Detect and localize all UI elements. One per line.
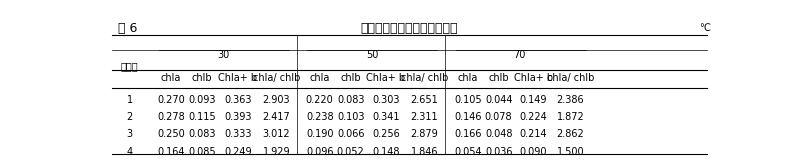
- Text: Chla+ b: Chla+ b: [218, 73, 257, 83]
- Text: chla: chla: [161, 73, 181, 83]
- Text: 0.096: 0.096: [306, 147, 333, 157]
- Text: 0.083: 0.083: [337, 95, 364, 105]
- Text: 4: 4: [126, 147, 133, 157]
- Text: 3: 3: [126, 129, 133, 139]
- Text: 0.103: 0.103: [337, 112, 364, 122]
- Text: chla/ chlb: chla/ chlb: [400, 73, 448, 83]
- Text: 0.083: 0.083: [189, 129, 216, 139]
- Text: 0.220: 0.220: [306, 95, 333, 105]
- Text: 0.250: 0.250: [157, 129, 185, 139]
- Text: ℃: ℃: [699, 23, 710, 33]
- Text: 1.929: 1.929: [263, 147, 290, 157]
- Text: 0.146: 0.146: [454, 112, 482, 122]
- Text: 0.066: 0.066: [337, 129, 364, 139]
- Text: 0.149: 0.149: [519, 95, 547, 105]
- Text: Chla+ b: Chla+ b: [367, 73, 406, 83]
- Text: 0.224: 0.224: [519, 112, 547, 122]
- Text: 1.872: 1.872: [557, 112, 584, 122]
- Text: 0.052: 0.052: [337, 147, 364, 157]
- Text: 0.333: 0.333: [225, 129, 252, 139]
- Text: 0.093: 0.093: [189, 95, 216, 105]
- Text: 0.190: 0.190: [306, 129, 333, 139]
- Text: 1.846: 1.846: [411, 147, 438, 157]
- Text: 0.166: 0.166: [454, 129, 482, 139]
- Text: 0.044: 0.044: [485, 95, 512, 105]
- Text: 0.115: 0.115: [189, 112, 216, 122]
- Text: Chla+ b: Chla+ b: [514, 73, 553, 83]
- Text: 0.085: 0.085: [189, 147, 216, 157]
- Text: 0.238: 0.238: [306, 112, 333, 122]
- Text: chla/ chlb: chla/ chlb: [252, 73, 300, 83]
- Text: 0.148: 0.148: [372, 147, 400, 157]
- Text: 0.048: 0.048: [485, 129, 512, 139]
- Text: 0.256: 0.256: [372, 129, 400, 139]
- Text: 0.270: 0.270: [157, 95, 185, 105]
- Text: 3.012: 3.012: [263, 129, 290, 139]
- Text: 70: 70: [513, 50, 525, 60]
- Text: chla/ chlb: chla/ chlb: [547, 73, 594, 83]
- Text: 2.879: 2.879: [411, 129, 438, 139]
- Text: 1: 1: [126, 95, 133, 105]
- Text: 0.249: 0.249: [225, 147, 252, 157]
- Text: 2.903: 2.903: [263, 95, 290, 105]
- Text: chla: chla: [309, 73, 330, 83]
- Text: 0.036: 0.036: [485, 147, 512, 157]
- Text: 0.105: 0.105: [454, 95, 482, 105]
- Text: chlb: chlb: [488, 73, 509, 83]
- Text: 2.417: 2.417: [263, 112, 290, 122]
- Text: 0.090: 0.090: [519, 147, 547, 157]
- Text: 30: 30: [217, 50, 230, 60]
- Text: 2.862: 2.862: [557, 129, 584, 139]
- Text: 表 6: 表 6: [118, 22, 137, 35]
- Text: chlb: chlb: [340, 73, 361, 83]
- Text: 0.393: 0.393: [225, 112, 252, 122]
- Text: 2.311: 2.311: [411, 112, 438, 122]
- Text: 0.164: 0.164: [157, 147, 185, 157]
- Text: 不同提取方法的热稳定性比较: 不同提取方法的热稳定性比较: [360, 22, 459, 35]
- Text: 0.341: 0.341: [372, 112, 400, 122]
- Text: 0.214: 0.214: [519, 129, 547, 139]
- Text: 2.651: 2.651: [411, 95, 438, 105]
- Text: 1.500: 1.500: [557, 147, 584, 157]
- Text: 0.078: 0.078: [485, 112, 512, 122]
- Text: 50: 50: [366, 50, 378, 60]
- Text: 浸提液: 浸提液: [121, 62, 138, 72]
- Text: 2: 2: [126, 112, 133, 122]
- Text: 0.303: 0.303: [372, 95, 400, 105]
- Text: 0.363: 0.363: [225, 95, 252, 105]
- Text: chla: chla: [458, 73, 478, 83]
- Text: 2.386: 2.386: [557, 95, 584, 105]
- Text: chlb: chlb: [192, 73, 213, 83]
- Text: 0.278: 0.278: [157, 112, 185, 122]
- Text: 0.054: 0.054: [454, 147, 482, 157]
